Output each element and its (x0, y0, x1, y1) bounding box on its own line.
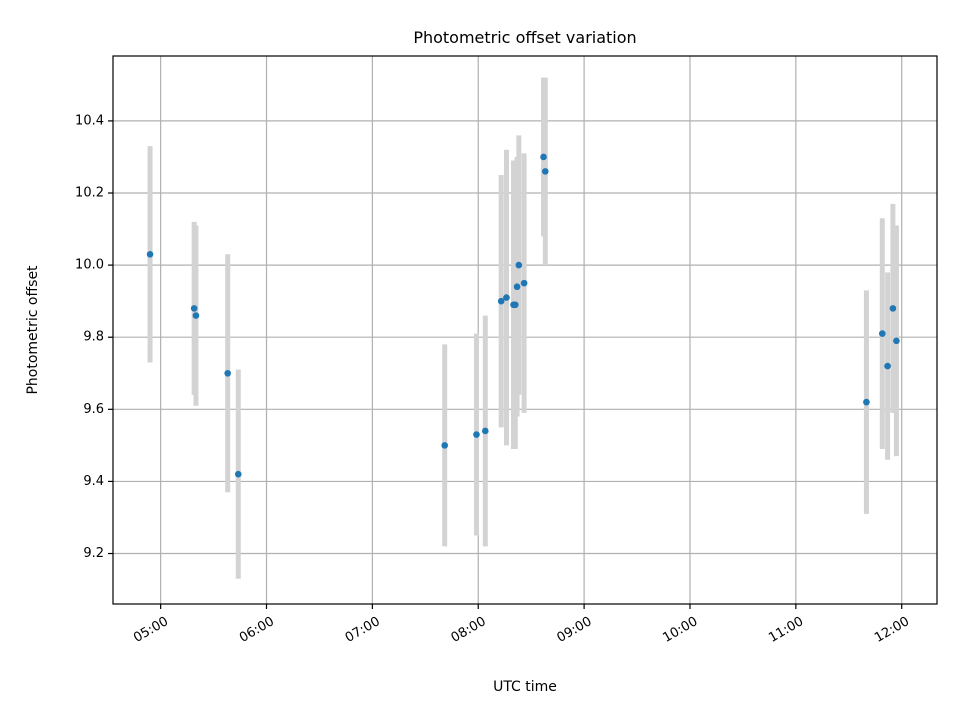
x-axis: 05:00 06:00 07:00 08:00 09:00 10:00 11:00 12:00 (131, 604, 912, 646)
data-point (497, 297, 505, 305)
x-axis-label: UTC time (493, 679, 557, 695)
chart-title: Photometric offset variation (413, 28, 636, 47)
y-tick-label: 9.4 (83, 474, 104, 489)
data-point (473, 431, 480, 438)
x-tick-label: 09:00 (555, 614, 595, 646)
y-tick-label: 10.4 (75, 113, 104, 128)
data-point (192, 312, 200, 319)
data-point (520, 279, 528, 287)
x-tick-label: 05:00 (131, 614, 171, 646)
y-tick-label: 10.0 (75, 258, 104, 273)
error-bars (147, 77, 899, 579)
data-point (503, 294, 510, 301)
data-point (884, 362, 891, 370)
data-point (540, 153, 547, 161)
data-point (441, 442, 449, 449)
y-tick-label: 10.2 (75, 186, 104, 201)
data-point (224, 369, 231, 377)
y-tick-label: 9.6 (83, 402, 104, 417)
data-point (511, 301, 519, 309)
data-point (234, 470, 242, 478)
x-tick-label: 12:00 (872, 614, 912, 646)
plot-frame (112, 55, 938, 605)
data-points (146, 153, 900, 478)
x-tick-label: 06:00 (237, 614, 277, 646)
y-tick-label: 9.2 (83, 546, 104, 561)
data-point (879, 330, 886, 337)
data-point (513, 283, 521, 291)
data-point (481, 427, 489, 435)
x-tick-label: 08:00 (449, 614, 489, 646)
y-tick-label: 9.8 (83, 330, 104, 345)
data-point (190, 305, 198, 312)
y-axis-label: Photometric offset (25, 265, 41, 395)
x-tick-label: 11:00 (766, 614, 806, 646)
data-point (146, 250, 154, 258)
y-axis: 9.2 9.4 9.6 9.8 10.0 10.2 10.4 (75, 113, 113, 561)
data-point (889, 305, 897, 312)
data-point (541, 168, 549, 175)
data-point (515, 261, 523, 269)
x-tick-label: 07:00 (343, 614, 383, 646)
data-point (863, 398, 870, 406)
x-tick-label: 10:00 (660, 614, 700, 646)
data-point (893, 337, 900, 345)
